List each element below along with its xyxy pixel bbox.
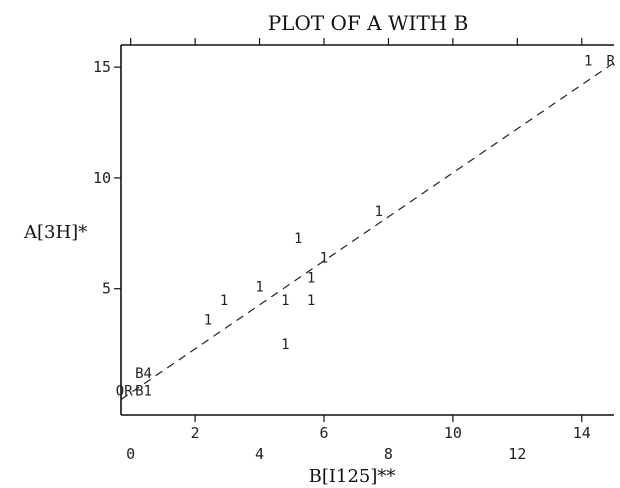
x-tick-label: 12 xyxy=(508,445,526,463)
data-point: 1 xyxy=(255,279,263,295)
y-tick-label: 15 xyxy=(93,58,111,76)
x-tick-label: 8 xyxy=(384,445,393,463)
data-point: R xyxy=(607,54,616,70)
axis-ticks xyxy=(114,38,583,422)
data-point: 1 xyxy=(220,293,228,309)
data-point: 1 xyxy=(204,313,212,329)
y-tick-label: 5 xyxy=(102,280,111,298)
x-tick-label: 2 xyxy=(191,424,200,442)
x-tick-label: 10 xyxy=(444,424,462,442)
x-tick-label: 6 xyxy=(319,424,328,442)
x-tick-label: 0 xyxy=(126,445,135,463)
fit-line-group xyxy=(120,62,615,400)
data-point: 1 xyxy=(320,251,328,267)
data-point: B4 xyxy=(135,366,152,382)
y-tick-label: 10 xyxy=(93,169,111,187)
chart-title: PLOT OF A WITH B xyxy=(268,11,469,35)
data-point: 1 xyxy=(281,293,289,309)
data-point: 1 xyxy=(375,204,383,220)
data-point: 1 xyxy=(307,271,315,287)
data-point: 1 xyxy=(584,54,592,70)
tick-labels: 2 6 10 14 0 4 8 12 5 10 15 xyxy=(93,58,591,463)
data-point: 1 xyxy=(294,231,302,247)
plot-frame xyxy=(120,44,614,416)
data-point: 1 xyxy=(307,293,315,309)
data-point: 1 xyxy=(281,337,289,353)
y-axis-label: A[3H]* xyxy=(23,222,87,243)
fit-line xyxy=(120,62,615,400)
x-tick-label: 14 xyxy=(573,424,591,442)
data-point: B1 xyxy=(135,384,152,400)
x-tick-label: 4 xyxy=(255,445,264,463)
data-point: OR xyxy=(116,384,133,400)
x-axis-label: B[I125]** xyxy=(309,466,396,487)
